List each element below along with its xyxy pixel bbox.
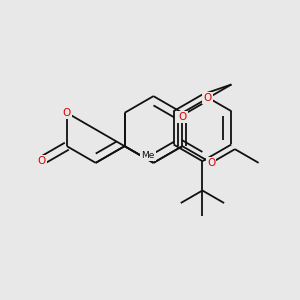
Text: O: O (178, 112, 187, 122)
Text: Me: Me (142, 151, 155, 160)
Text: O: O (37, 156, 46, 166)
Text: O: O (204, 93, 212, 103)
Text: O: O (207, 158, 215, 168)
Text: O: O (63, 108, 71, 118)
